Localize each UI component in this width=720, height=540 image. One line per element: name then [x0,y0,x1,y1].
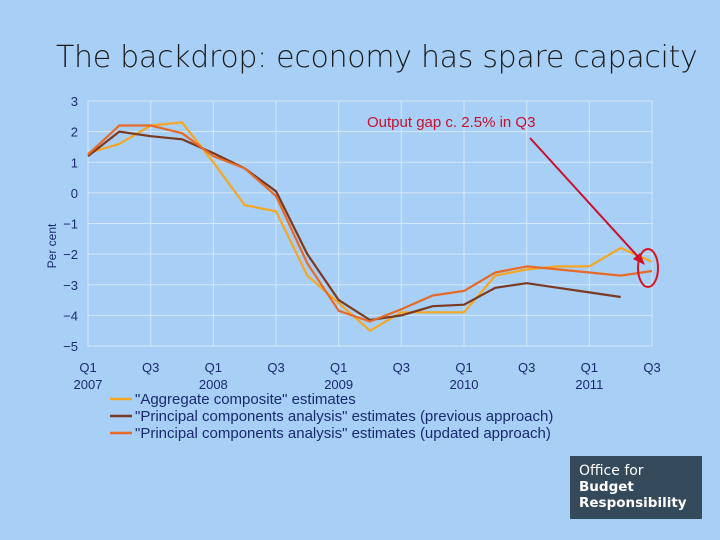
y-tick-label: 3 [71,94,78,109]
legend-label: "Principal components analysis" estimate… [135,425,551,442]
y-tick-label: 1 [71,155,78,170]
y-tick-label: −5 [63,339,78,354]
x-tick-year: 2008 [199,377,228,392]
x-tick-label: Q3 [518,360,535,375]
logo-line-3: Responsibility [579,495,687,511]
legend-label: "Aggregate composite" estimates [135,391,356,408]
x-tick-label: Q3 [393,360,410,375]
x-tick-label: Q3 [142,360,159,375]
x-tick-label: Q1 [455,360,472,375]
annotation-ellipse [637,248,659,288]
y-tick-labels: 3 2 1 0 −1 −2 −3 −4 −5 [63,94,78,354]
obr-logo: Office for Budget Responsibility [570,456,702,519]
annotation-arrow [529,137,642,261]
y-tick-label: 2 [71,125,78,140]
series-lines [87,121,653,332]
x-tick-label: Q3 [267,360,284,375]
series-line-3 [87,124,653,323]
y-tick-label: −4 [63,308,78,323]
slide-title: The backdrop: economy has spare capacity [56,40,698,75]
x-tick-label: Q1 [330,360,347,375]
x-tick-label: Q1 [79,360,96,375]
y-tick-label: −3 [63,278,78,293]
x-tick-year: 2007 [74,377,103,392]
legend-label: "Principal components analysis" estimate… [135,408,553,425]
logo-line-2: Budget [579,479,634,495]
x-tick-label: Q1 [205,360,222,375]
y-tick-label: −1 [63,217,78,232]
series-line-1 [87,121,653,332]
x-tick-year: 2009 [324,377,353,392]
logo-line-1: Office for [579,463,644,479]
x-tick-labels: Q1 2007 Q3 Q1 2008 Q3 Q1 2009 Q3 Q1 2010 Q3 Q1 2011 Q3 [74,360,661,392]
x-tick-year: 2010 [450,377,479,392]
y-tick-label: 0 [71,186,78,201]
series-line-2 [87,130,621,322]
x-tick-year: 2011 [575,377,603,392]
x-tick-label: Q3 [643,360,660,375]
x-tick-label: Q1 [581,360,598,375]
y-tick-label: −2 [63,247,78,262]
annotation-label: Output gap c. 2.5% in Q3 [367,114,535,131]
chart-grid [87,100,653,347]
y-axis-label: Per cent [45,223,59,268]
chart-legend: "Aggregate composite" estimates"Principa… [110,391,553,442]
